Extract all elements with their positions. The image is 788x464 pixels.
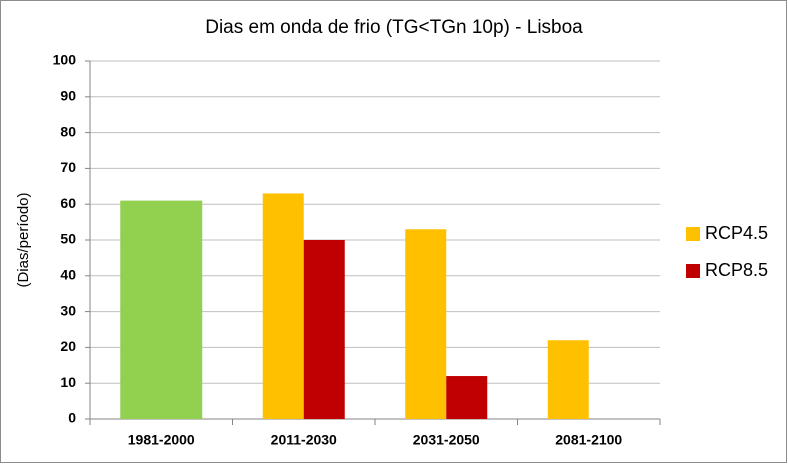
y-tick-label: 60 xyxy=(60,195,76,211)
bar xyxy=(262,193,304,419)
y-tick-label: 100 xyxy=(53,52,77,68)
y-tick-label: 90 xyxy=(60,88,76,104)
x-tick-label: 2081-2100 xyxy=(555,432,622,448)
legend-label: RCP4.5 xyxy=(705,223,768,243)
y-tick-label: 10 xyxy=(60,374,76,390)
bar xyxy=(120,200,203,419)
chart-title: Dias em onda de frio (TG<TGn 10p) - Lisb… xyxy=(205,17,583,38)
y-tick-label: 50 xyxy=(60,231,76,247)
bar xyxy=(405,229,447,419)
y-tick-label: 70 xyxy=(60,159,76,175)
y-tick-label: 20 xyxy=(60,338,76,354)
legend-swatch xyxy=(686,227,700,241)
legend-label: RCP8.5 xyxy=(705,260,768,280)
bar xyxy=(303,240,345,419)
x-tick-label: 1981-2000 xyxy=(128,432,195,448)
legend-swatch xyxy=(686,264,700,278)
y-axis-label: (Dias/período) xyxy=(15,192,32,287)
bar xyxy=(547,340,589,419)
y-tick-label: 40 xyxy=(60,267,76,283)
y-tick-label: 30 xyxy=(60,302,76,318)
bar xyxy=(446,376,488,419)
x-tick-label: 2031-2050 xyxy=(413,432,480,448)
y-tick-label: 0 xyxy=(68,410,76,426)
x-tick-label: 2011-2030 xyxy=(271,432,337,448)
y-tick-label: 80 xyxy=(60,123,76,139)
